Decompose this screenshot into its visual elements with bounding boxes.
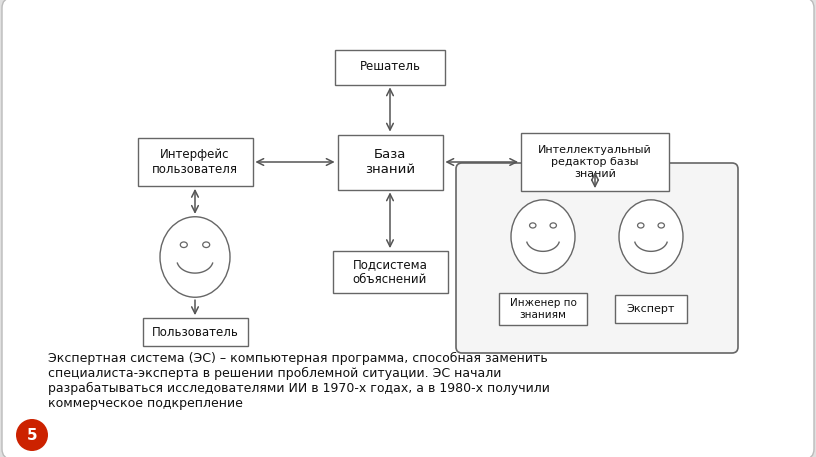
- FancyBboxPatch shape: [138, 138, 252, 186]
- Ellipse shape: [658, 223, 664, 228]
- FancyBboxPatch shape: [335, 49, 445, 85]
- Text: 5: 5: [27, 427, 38, 442]
- Text: Экспертная система (ЭС) – компьютерная программа, способная заменить
специалиста: Экспертная система (ЭС) – компьютерная п…: [48, 352, 550, 410]
- FancyBboxPatch shape: [499, 293, 587, 325]
- Text: База
знаний: База знаний: [365, 148, 415, 176]
- Text: Интеллектуальный
редактор базы
знаний: Интеллектуальный редактор базы знаний: [538, 145, 652, 179]
- Text: Пользователь: Пользователь: [152, 325, 238, 339]
- FancyBboxPatch shape: [143, 318, 247, 346]
- FancyBboxPatch shape: [456, 163, 738, 353]
- FancyBboxPatch shape: [615, 295, 687, 323]
- Ellipse shape: [637, 223, 644, 228]
- Ellipse shape: [511, 200, 575, 273]
- Text: Интерфейс
пользователя: Интерфейс пользователя: [152, 148, 238, 176]
- Ellipse shape: [202, 242, 210, 248]
- FancyBboxPatch shape: [338, 134, 442, 190]
- Ellipse shape: [180, 242, 188, 248]
- Ellipse shape: [160, 217, 230, 297]
- FancyBboxPatch shape: [332, 251, 447, 293]
- Text: Инженер по
знаниям: Инженер по знаниям: [509, 298, 576, 320]
- Text: Решатель: Решатель: [360, 60, 420, 74]
- Text: Подсистема
объяснений: Подсистема объяснений: [353, 258, 428, 286]
- Ellipse shape: [619, 200, 683, 273]
- Ellipse shape: [530, 223, 536, 228]
- Circle shape: [16, 419, 48, 451]
- Text: Эксперт: Эксперт: [627, 304, 675, 314]
- Ellipse shape: [550, 223, 557, 228]
- FancyBboxPatch shape: [521, 133, 669, 191]
